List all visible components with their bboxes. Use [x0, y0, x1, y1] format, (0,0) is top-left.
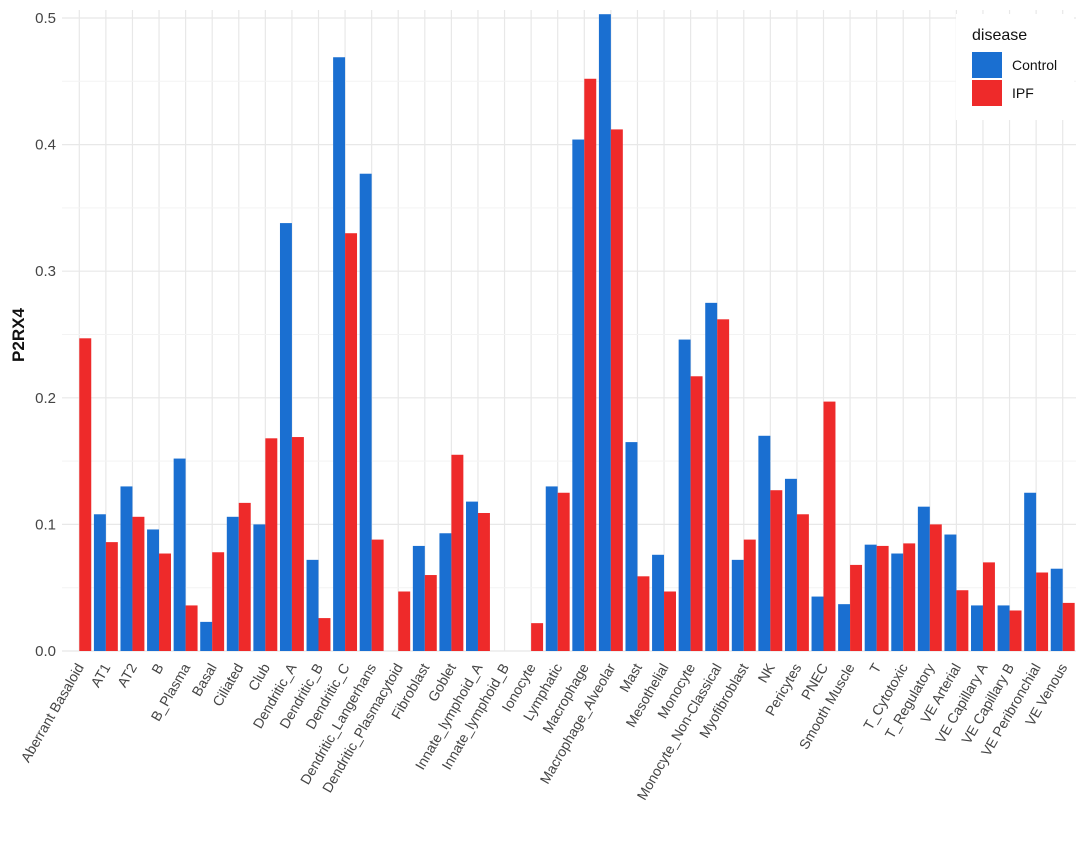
- bar-ipf-smooth-muscle: [850, 564, 863, 651]
- bar-ipf-innate-lymphoid-a: [477, 513, 490, 651]
- legend-title: disease: [972, 27, 1027, 44]
- bar-control-t: [864, 544, 877, 651]
- bar-ipf-pnec: [823, 401, 836, 651]
- bar-control-macrophage: [572, 139, 585, 651]
- bar-ipf-fibroblast: [424, 575, 437, 651]
- x-tick-label: AT1: [87, 660, 113, 690]
- bar-control-goblet: [439, 533, 452, 651]
- legend-label-control: Control: [1012, 57, 1057, 73]
- bar-ipf-dendritic-langerhans: [371, 539, 384, 651]
- y-axis-ticks: 0.0 0.1 0.2 0.3 0.4 0.5: [35, 10, 56, 660]
- bar-control-mesothelial: [652, 554, 665, 651]
- bar-control-at1: [93, 514, 106, 651]
- bar-control-monocyte-non-classical: [705, 302, 718, 651]
- x-tick-label: T: [866, 660, 884, 676]
- bar-control-smooth-muscle: [838, 604, 851, 651]
- bar-control-dendritic-b: [306, 559, 319, 651]
- x-tick-label: NK: [754, 660, 778, 685]
- bar-ipf-club: [265, 438, 278, 651]
- bar-ipf-lymphatic: [557, 492, 570, 651]
- bar-ipf-b: [159, 553, 171, 651]
- bar-ipf-ve-peribronchial: [1036, 572, 1049, 651]
- bar-ipf-basal: [212, 552, 225, 651]
- bar-control-pericytes: [784, 478, 797, 651]
- bar-control-ciliated: [226, 516, 239, 651]
- bar-control-club: [253, 524, 266, 651]
- bar-ipf-ve-arterial: [956, 590, 969, 651]
- bar-ipf-ve-capillary-a: [982, 562, 995, 651]
- bar-ipf-macrophage: [584, 78, 597, 651]
- y-axis-label: P2RX4: [9, 308, 28, 362]
- bar-ipf-ve-venous: [1062, 602, 1075, 651]
- bar-ipf-t-regulatory: [929, 524, 942, 651]
- bar-control-ve-capillary-a: [971, 605, 983, 651]
- y-tick-label: 0.3: [35, 263, 56, 280]
- bar-control-dendritic-c: [333, 57, 346, 652]
- bar-control-dendritic-a: [279, 223, 292, 652]
- bar-ipf-at2: [132, 516, 145, 651]
- bar-control-basal: [200, 621, 213, 651]
- bar-ipf-pericytes: [796, 514, 809, 651]
- bar-control-t-regulatory: [917, 506, 930, 651]
- bar-control-myofibroblast: [731, 559, 744, 651]
- bar-ipf-monocyte: [690, 376, 703, 651]
- bar-control-b: [147, 529, 160, 651]
- x-tick-label: AT2: [114, 660, 140, 690]
- bar-ipf-dendritic-b: [318, 618, 331, 651]
- x-axis-ticks: Aberrant Basaloid AT1 AT2 BB_PlasmaBasalCil…: [17, 660, 1070, 803]
- legend-label-ipf: IPF: [1012, 85, 1034, 101]
- bar-control-mast: [625, 442, 638, 651]
- y-tick-label: 0.0: [35, 643, 56, 660]
- bar-control-dendritic-langerhans: [359, 173, 372, 651]
- bar-ipf-dendritic-plasmacytoid: [398, 591, 411, 651]
- bar-control-at2: [120, 486, 133, 651]
- bar-ipf-macrophage-alveolar: [610, 129, 623, 651]
- bar-control-pnec: [811, 596, 824, 651]
- bar-control-b-plasma: [173, 458, 186, 651]
- bar-control-monocyte: [678, 339, 691, 651]
- bar-control-lymphatic: [545, 486, 558, 651]
- bar-ipf-mast: [637, 576, 650, 651]
- bar-control-macrophage-alveolar: [598, 14, 611, 651]
- bars-group: [79, 14, 1075, 652]
- y-tick-label: 0.5: [35, 10, 56, 27]
- bar-control-ve-capillary-b: [997, 605, 1010, 651]
- bar-ipf-ciliated: [238, 502, 251, 651]
- bar-control-ve-venous: [1050, 568, 1063, 651]
- bar-ipf-at1: [105, 542, 118, 651]
- bar-control-ve-peribronchial: [1024, 492, 1037, 651]
- bar-ipf-dendritic-a: [291, 437, 304, 651]
- x-tick-label: B: [148, 661, 167, 677]
- legend: disease Control IPF: [956, 14, 1074, 120]
- bar-control-nk: [758, 435, 771, 651]
- bar-ipf-goblet: [451, 454, 464, 651]
- bar-control-ve-arterial: [944, 534, 957, 651]
- y-tick-label: 0.4: [35, 137, 56, 154]
- bar-control-innate-lymphoid-a: [466, 501, 478, 651]
- y-tick-label: 0.2: [35, 390, 56, 407]
- bar-ipf-ve-capillary-b: [1009, 610, 1022, 651]
- bar-ipf-ionocyte: [531, 623, 544, 651]
- bar-control-t-cytotoxic: [891, 553, 904, 651]
- bar-ipf-mesothelial: [664, 591, 676, 651]
- bar-ipf-b-plasma: [185, 605, 198, 651]
- bar-ipf-t-cytotoxic: [903, 543, 916, 651]
- legend-swatch-control: [972, 52, 1002, 78]
- legend-swatch-ipf: [972, 80, 1002, 106]
- bar-ipf-t: [876, 545, 889, 651]
- bar-ipf-myofibroblast: [743, 539, 756, 651]
- x-tick-label: Aberrant Basaloid: [17, 661, 87, 765]
- bar-ipf-monocyte-non-classical: [717, 319, 730, 651]
- bar-ipf-nk: [770, 490, 783, 651]
- bar-ipf-aberrant-basaloid: [79, 338, 92, 651]
- bar-control-fibroblast: [412, 545, 425, 651]
- y-tick-label: 0.1: [35, 516, 56, 533]
- bar-ipf-dendritic-c: [345, 233, 358, 651]
